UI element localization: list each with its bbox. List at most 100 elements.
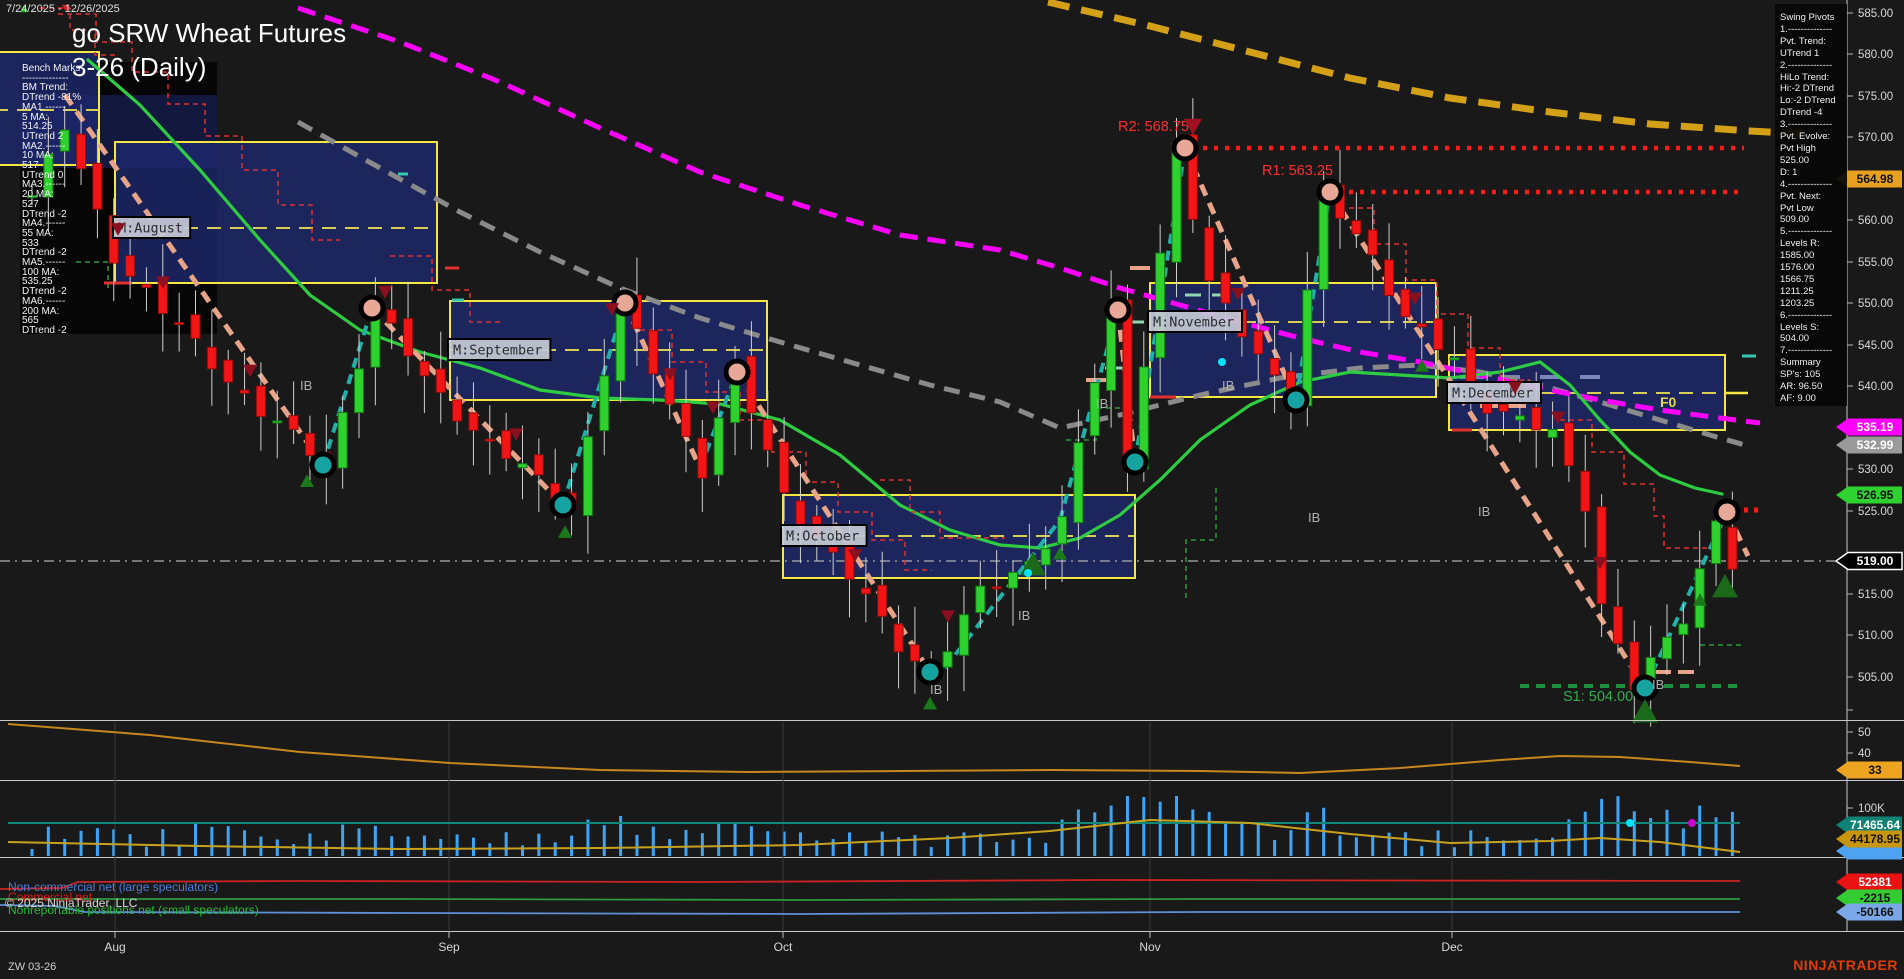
panel-row: MA4.------ <box>22 218 66 230</box>
panel-row: 517 <box>22 160 39 172</box>
bar-marks: IB IB IB IB IB IB IB IB <box>20 4 1738 723</box>
svg-text:510.00: 510.00 <box>1858 630 1893 642</box>
svg-text:50: 50 <box>1858 727 1871 739</box>
svg-text:44178.95: 44178.95 <box>1850 832 1900 846</box>
svg-text:IB: IB <box>1478 504 1490 519</box>
panel-row: UTrend 2 <box>22 130 64 142</box>
panel-row: D: 1 <box>1780 166 1798 178</box>
panel-row: 565 <box>22 315 39 327</box>
panel-row: Levels R: <box>1780 238 1820 250</box>
svg-text:Oct: Oct <box>774 940 793 954</box>
panel-row: MA2.------ <box>22 140 66 152</box>
panel-row: MA6.------ <box>22 295 66 307</box>
panel-row: 2.-------------- <box>1780 59 1833 71</box>
date-range-label: 7/24/2025 - 12/26/2025 <box>6 3 120 15</box>
svg-text:580.00: 580.00 <box>1858 49 1893 61</box>
panel-row: 1566.75 <box>1780 273 1815 285</box>
panel-row: MA3.------ <box>22 179 66 191</box>
panel-row: DTrend -2 <box>22 286 67 298</box>
svg-text:IB: IB <box>930 682 942 697</box>
panel-row: Summary <box>1780 357 1821 369</box>
ninjatrader-logo: NINJATRADER <box>1793 957 1898 973</box>
panel-row: HiLo Trend: <box>1780 71 1830 83</box>
panel-row: Swing Pivots <box>1780 12 1835 23</box>
panel-row: 55 MA: <box>22 227 54 239</box>
svg-text:575.00: 575.00 <box>1858 91 1893 103</box>
panel-row: 525.00 <box>1780 154 1810 166</box>
panel-row: -------------- <box>22 72 69 84</box>
month-box-labels: M:August M:September M:October M:November M:… <box>112 216 1748 547</box>
svg-text:Aug: Aug <box>104 940 125 954</box>
panel-row: 509.00 <box>1780 214 1810 226</box>
svg-text:S1: 504.00: S1: 504.00 <box>1563 689 1633 705</box>
status-symbol: ZW 03-26 <box>8 961 57 973</box>
panel-row: DTrend -2 <box>22 324 67 336</box>
svg-text:M:December: M:December <box>1452 386 1533 402</box>
svg-text:Sep: Sep <box>438 940 460 954</box>
axes: Aug Sep Oct Nov Dec 585.00 580.00 575.00 570.00 5… <box>0 0 1904 954</box>
panel-row: 1.-------------- <box>1780 23 1833 35</box>
svg-text:R1: 563.25: R1: 563.25 <box>1262 163 1333 179</box>
chart-title-line1: go SRW Wheat Futures <box>72 18 347 48</box>
svg-text:IB: IB <box>1096 396 1108 411</box>
copyright-text: © 2025 NinjaTrader, LLC <box>5 896 138 910</box>
svg-text:532.99: 532.99 <box>1857 438 1894 452</box>
svg-text:52381: 52381 <box>1858 875 1892 889</box>
svg-text:33: 33 <box>1868 763 1882 777</box>
svg-text:-50166: -50166 <box>1856 905 1894 919</box>
panel-row: Pvt High <box>1780 142 1816 154</box>
panel-row: DTrend -2 <box>22 208 67 220</box>
svg-text:515.00: 515.00 <box>1858 589 1893 601</box>
panel-row: MA1.------ <box>22 101 66 113</box>
panel-row: 7.-------------- <box>1780 345 1833 357</box>
panel-row: MA5.------ <box>22 257 66 269</box>
panel-row: 10 MA: <box>22 150 54 162</box>
panel-row: 4.-------------- <box>1780 178 1833 190</box>
panel-row: 1211.25 <box>1780 285 1814 297</box>
svg-text:505.00: 505.00 <box>1858 672 1893 684</box>
svg-text:585.00: 585.00 <box>1858 8 1893 20</box>
panel-row: Levels S: <box>1780 321 1820 333</box>
svg-text:R2: 568.75: R2: 568.75 <box>1118 119 1189 135</box>
chart-title-line2: 3-26 (Daily) <box>72 52 207 82</box>
svg-text:IB: IB <box>300 378 312 393</box>
svg-text:560.00: 560.00 <box>1858 215 1893 227</box>
svg-text:100K: 100K <box>1858 803 1885 815</box>
panel-row: Lo:-2 DTrend <box>1780 95 1836 107</box>
svg-text:545.00: 545.00 <box>1858 340 1893 352</box>
svg-text:Nov: Nov <box>1139 940 1160 954</box>
panel-row: Pvt. Next: <box>1780 190 1822 202</box>
svg-text:M:November: M:November <box>1153 315 1234 331</box>
panel-row: BM Trend: <box>22 82 69 94</box>
panel-row: 1585.00 <box>1780 250 1815 262</box>
panel-row: 20 MA: <box>22 189 54 201</box>
panel-row: 6.-------------- <box>1780 309 1833 321</box>
svg-text:40: 40 <box>1858 748 1871 760</box>
svg-text:Dec: Dec <box>1441 940 1462 954</box>
svg-text:550.00: 550.00 <box>1858 298 1893 310</box>
panel-row: Hi:-2 DTrend <box>1780 83 1835 95</box>
svg-text:540.00: 540.00 <box>1858 381 1893 393</box>
panel-row: AF: 9.00 <box>1780 393 1816 404</box>
svg-text:519.00: 519.00 <box>1857 554 1894 568</box>
legend-noncommercial: Non-commercial net (large speculators) <box>8 880 218 894</box>
legend-nonreportable: Nonreportable positions net (small specu… <box>8 903 259 917</box>
panel-row: 533 <box>22 237 39 249</box>
panel-row: DTrend -81% <box>22 92 82 104</box>
svg-text:525.00: 525.00 <box>1858 506 1893 518</box>
bench-marks-panel: Bench Marks -------------- BM Trend: DTrend… <box>22 64 214 336</box>
svg-text:M:August: M:August <box>118 221 183 237</box>
svg-text:71465.64: 71465.64 <box>1850 818 1900 832</box>
legend-commercial: Commercial net <box>8 890 93 904</box>
svg-text:564.98: 564.98 <box>1857 172 1894 186</box>
pivot-circles <box>309 134 1741 702</box>
panel-row: UTrend 0 <box>22 169 64 181</box>
panel-row: SP's: 105 <box>1780 369 1821 381</box>
svg-text:526.95: 526.95 <box>1857 488 1894 502</box>
panel-row: 535.25 <box>22 276 53 288</box>
axis-badges: 564.98 535.19 532.99 526.95 519.00 33 71465.64… <box>1834 170 1903 921</box>
sr-levels: R2: 568.75 R1: 563.25 S1: 504.00 F0 <box>1118 119 1762 705</box>
candles-layer <box>27 98 1738 727</box>
